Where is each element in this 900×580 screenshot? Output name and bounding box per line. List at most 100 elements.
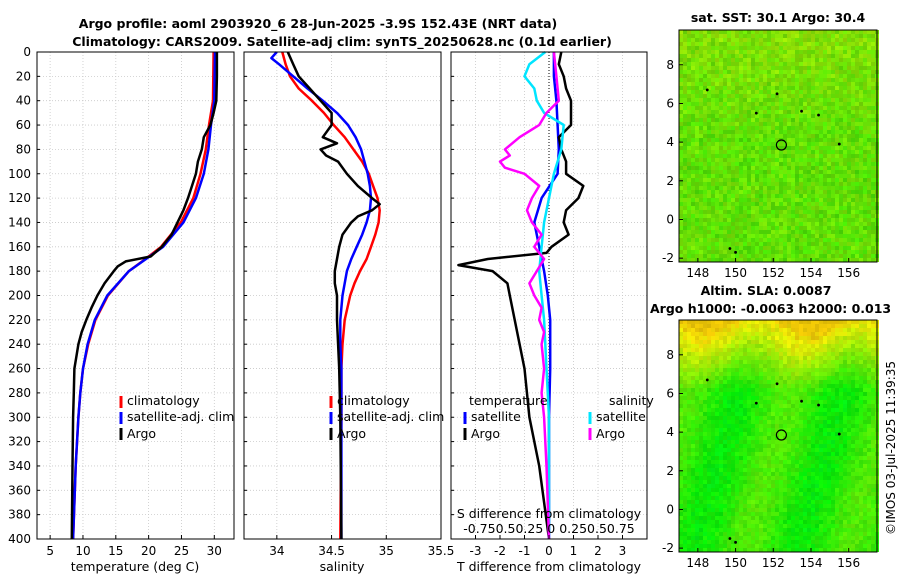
heatmap-cell xyxy=(795,126,799,130)
heatmap-cell xyxy=(791,372,795,376)
heatmap-cell xyxy=(707,372,711,376)
heatmap-cell xyxy=(791,254,795,258)
heatmap-cell xyxy=(859,392,863,396)
heatmap-cell xyxy=(831,186,835,190)
heatmap-cell xyxy=(683,190,687,194)
heatmap-cell xyxy=(847,412,851,416)
heatmap-cell xyxy=(815,376,819,380)
heatmap-cell xyxy=(699,226,703,230)
heatmap-cell xyxy=(843,90,847,94)
heatmap-cell xyxy=(719,384,723,388)
heatmap-cell xyxy=(679,158,683,162)
heatmap-cell xyxy=(831,332,835,336)
heatmap-cell xyxy=(703,66,707,70)
heatmap-cell xyxy=(719,102,723,106)
heatmap-cell xyxy=(755,134,759,138)
heatmap-cell xyxy=(823,452,827,456)
heatmap-cell xyxy=(815,70,819,74)
heatmap-cell xyxy=(727,138,731,142)
heatmap-cell xyxy=(775,404,779,408)
heatmap-cell xyxy=(787,412,791,416)
heatmap-cell xyxy=(827,396,831,400)
heatmap-cell xyxy=(755,432,759,436)
heatmap-cell xyxy=(687,400,691,404)
heatmap-cell xyxy=(735,146,739,150)
heatmap-cell xyxy=(691,348,695,352)
heatmap-cell xyxy=(695,34,699,38)
heatmap-cell xyxy=(787,416,791,420)
heatmap-cell xyxy=(791,66,795,70)
heatmap-cells xyxy=(679,30,879,262)
heatmap-cell xyxy=(803,360,807,364)
heatmap-cell xyxy=(819,58,823,62)
heatmap-cell xyxy=(851,86,855,90)
heatmap-cell xyxy=(683,396,687,400)
heatmap-cell xyxy=(791,242,795,246)
heatmap-cell xyxy=(839,332,843,336)
heatmap-cell xyxy=(851,130,855,134)
heatmap-cell xyxy=(811,356,815,360)
heatmap-cell xyxy=(727,214,731,218)
heatmap-cell xyxy=(751,198,755,202)
heatmap-cell xyxy=(859,102,863,106)
heatmap-cell xyxy=(791,392,795,396)
heatmap-cell xyxy=(811,46,815,50)
heatmap-cell xyxy=(831,78,835,82)
heatmap-cell xyxy=(747,198,751,202)
heatmap-cell xyxy=(715,412,719,416)
heatmap-cell xyxy=(863,364,867,368)
heatmap-cell xyxy=(871,226,875,230)
heatmap-cell xyxy=(831,376,835,380)
heatmap-cell xyxy=(755,360,759,364)
heatmap-cell xyxy=(803,404,807,408)
heatmap-cell xyxy=(759,170,763,174)
heatmap-cell xyxy=(839,42,843,46)
heatmap-cell xyxy=(831,206,835,210)
heatmap-cell xyxy=(695,58,699,62)
heatmap-cell xyxy=(719,238,723,242)
heatmap-cell xyxy=(735,142,739,146)
heatmap-cell xyxy=(779,440,783,444)
heatmap-cell xyxy=(735,198,739,202)
heatmap-cell xyxy=(839,226,843,230)
heatmap-cell xyxy=(703,226,707,230)
heatmap-cell xyxy=(835,420,839,424)
heatmap-cell xyxy=(867,206,871,210)
heatmap-cell xyxy=(815,420,819,424)
heatmap-cell xyxy=(743,464,747,468)
heatmap-cell xyxy=(835,182,839,186)
heatmap-cell xyxy=(707,42,711,46)
heatmap-cell xyxy=(787,58,791,62)
heatmap-cell xyxy=(751,336,755,340)
heatmap-cell xyxy=(779,34,783,38)
heatmap-cell xyxy=(683,162,687,166)
heatmap-cell xyxy=(839,94,843,98)
heatmap-cell xyxy=(783,440,787,444)
heatmap-cell xyxy=(711,464,715,468)
heatmap-cell xyxy=(815,360,819,364)
heatmap-cell xyxy=(855,444,859,448)
heatmap-cell xyxy=(767,222,771,226)
heatmap-cell xyxy=(847,436,851,440)
heatmap-cell xyxy=(819,456,823,460)
heatmap-cell xyxy=(727,258,731,262)
heatmap-cell xyxy=(771,174,775,178)
heatmap-cell xyxy=(863,126,867,130)
heatmap-cell xyxy=(679,412,683,416)
heatmap-cell xyxy=(863,452,867,456)
heatmap-cell xyxy=(863,448,867,452)
heatmap-cell xyxy=(727,206,731,210)
heatmap-cell xyxy=(815,206,819,210)
heatmap-cell xyxy=(679,62,683,66)
heatmap-cell xyxy=(759,102,763,106)
heatmap-cell xyxy=(863,62,867,66)
heatmap-cell xyxy=(747,170,751,174)
heatmap-cell xyxy=(771,78,775,82)
heatmap-cell xyxy=(743,368,747,372)
heatmap-cell xyxy=(827,460,831,464)
heatmap-cell xyxy=(843,404,847,408)
heatmap-cell xyxy=(715,428,719,432)
heatmap-cell xyxy=(679,372,683,376)
heatmap-cell xyxy=(759,74,763,78)
heatmap-cell xyxy=(763,138,767,142)
